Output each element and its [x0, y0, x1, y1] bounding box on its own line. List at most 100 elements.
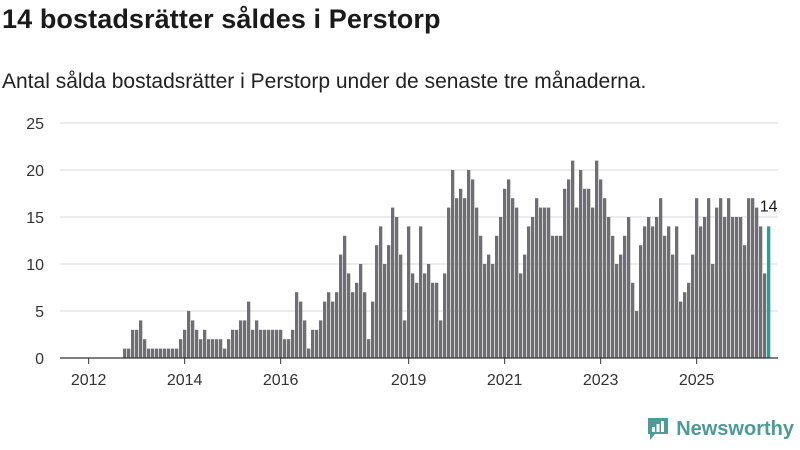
- bar: [459, 188, 463, 358]
- bar: [471, 179, 475, 358]
- bar: [671, 254, 675, 358]
- bar: [643, 226, 647, 358]
- x-tick-label: 2019: [391, 372, 427, 389]
- bar: [187, 311, 191, 358]
- x-tick-label: 2016: [263, 372, 299, 389]
- bar: [191, 320, 195, 358]
- bar: [475, 207, 479, 358]
- chart-subtitle: Antal sålda bostadsrätter i Perstorp und…: [2, 70, 647, 93]
- bar-latest: [767, 226, 771, 358]
- bar: [503, 188, 507, 358]
- bar: [383, 264, 387, 358]
- bar: [267, 329, 271, 358]
- bar: [375, 245, 379, 358]
- bar: [319, 320, 323, 358]
- bar: [279, 329, 283, 358]
- bar: [335, 292, 339, 358]
- bar: [411, 273, 415, 358]
- bar: [511, 198, 515, 358]
- bar: [743, 245, 747, 358]
- bar: [151, 348, 155, 358]
- bar: [711, 264, 715, 358]
- bar: [423, 273, 427, 358]
- bar: [271, 329, 275, 358]
- bar: [491, 264, 495, 358]
- bar: [231, 329, 235, 358]
- bar: [519, 273, 523, 358]
- bar: [207, 339, 211, 358]
- bar: [387, 245, 391, 358]
- bar: [599, 179, 603, 358]
- bar: [391, 207, 395, 358]
- bar: [583, 188, 587, 358]
- bar: [727, 198, 731, 358]
- bar: [495, 235, 499, 358]
- bar: [331, 301, 335, 358]
- bar: [759, 226, 763, 358]
- bar: [575, 207, 579, 358]
- x-tick-label: 2021: [487, 372, 523, 389]
- bar: [303, 320, 307, 358]
- bar: [131, 329, 135, 358]
- bar: [251, 329, 255, 358]
- bar: [223, 348, 227, 358]
- bar: [571, 160, 575, 358]
- bar: [715, 207, 719, 358]
- bar: [347, 273, 351, 358]
- bar: [199, 339, 203, 358]
- bar: [591, 207, 595, 358]
- bar: [555, 235, 559, 358]
- bar: [235, 329, 239, 358]
- bar: [679, 301, 683, 358]
- bar: [219, 339, 223, 358]
- bar: [167, 348, 171, 358]
- bar: [327, 292, 331, 358]
- bar: [299, 301, 303, 358]
- bar: [647, 217, 651, 358]
- y-tick-label: 5: [35, 304, 44, 321]
- bar: [499, 217, 503, 358]
- bar: [255, 320, 259, 358]
- bar: [443, 273, 447, 358]
- bar: [259, 329, 263, 358]
- bar: [611, 235, 615, 358]
- bar: [351, 292, 355, 358]
- bar: [295, 292, 299, 358]
- bar: [739, 217, 743, 358]
- bar: [283, 339, 287, 358]
- bar: [175, 348, 179, 358]
- bar: [403, 320, 407, 358]
- bar: [675, 226, 679, 358]
- bar: [607, 217, 611, 358]
- bar: [735, 217, 739, 358]
- bar: [731, 217, 735, 358]
- bar: [703, 217, 707, 358]
- bar: [203, 329, 207, 358]
- bar: [307, 348, 311, 358]
- bar: [639, 245, 643, 358]
- bar: [127, 348, 131, 358]
- bar: [615, 264, 619, 358]
- bar: [247, 301, 251, 358]
- bar: [603, 198, 607, 358]
- bar: [755, 207, 759, 358]
- x-tick-label: 2014: [167, 372, 203, 389]
- bar: [579, 170, 583, 358]
- bar: [483, 264, 487, 358]
- bar: [215, 339, 219, 358]
- bar: [171, 348, 175, 358]
- x-tick-label: 2025: [679, 372, 715, 389]
- bar: [587, 188, 591, 358]
- bar: [763, 273, 767, 358]
- bar: [535, 198, 539, 358]
- bar: [211, 339, 215, 358]
- bar: [447, 207, 451, 358]
- bar: [315, 329, 319, 358]
- bar: [367, 339, 371, 358]
- data-label-latest: 14: [760, 198, 778, 215]
- bar: [179, 339, 183, 358]
- bar: [659, 198, 663, 358]
- y-tick-label: 10: [26, 257, 44, 274]
- bar: [355, 282, 359, 358]
- y-tick-label: 25: [26, 116, 44, 133]
